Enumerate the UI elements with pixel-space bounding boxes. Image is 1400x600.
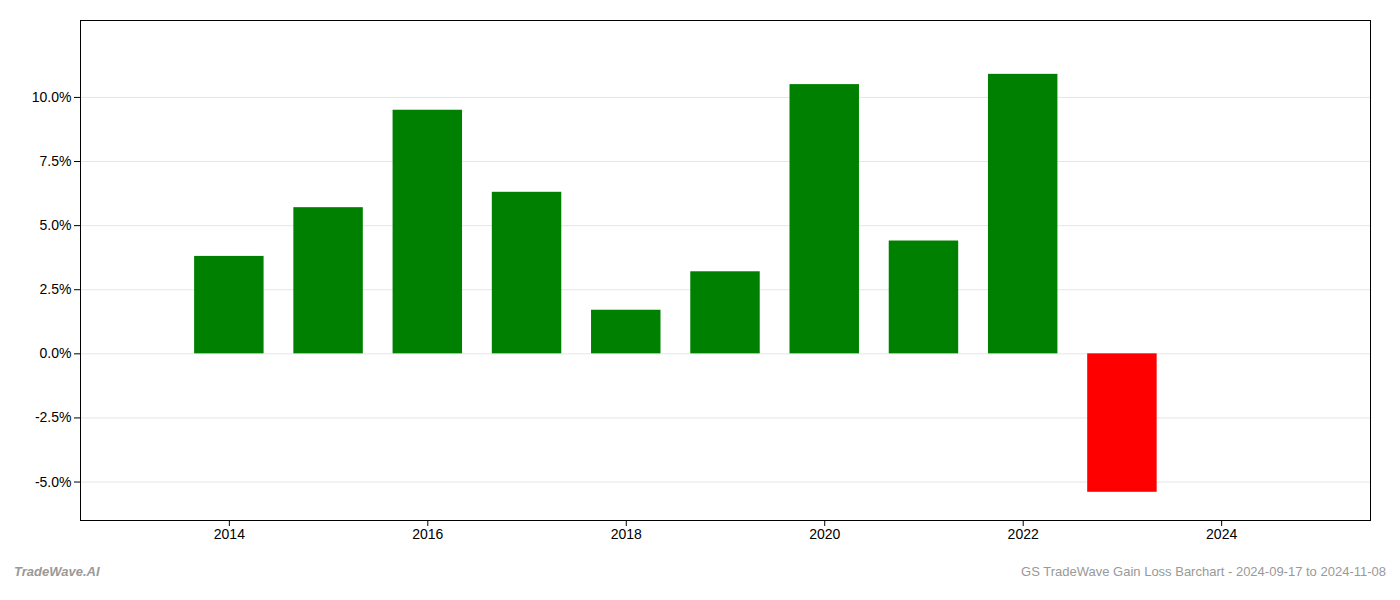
html-text:GS TradeWave Gain Loss Barchar: GS TradeWave Gain Loss Barchart - 2024-0… xyxy=(1021,564,1386,579)
svg-text:-2.5%: -2.5% xyxy=(35,409,72,425)
svg-text:-5.0%: -5.0% xyxy=(35,474,72,490)
svg-text:7.5%: 7.5% xyxy=(40,153,72,169)
svg-text:5.0%: 5.0% xyxy=(40,217,72,233)
svg-text:2014: 2014 xyxy=(214,526,245,542)
svg-text:0.0%: 0.0% xyxy=(40,345,72,361)
svg-text:10.0%: 10.0% xyxy=(32,89,72,105)
svg-text:2024: 2024 xyxy=(1206,526,1237,542)
svg-text:2016: 2016 xyxy=(412,526,443,542)
svg-text:2.5%: 2.5% xyxy=(40,281,72,297)
svg-text:2022: 2022 xyxy=(1008,526,1039,542)
html-text:TradeWave.AI: TradeWave.AI xyxy=(14,564,100,579)
svg-text:2020: 2020 xyxy=(809,526,840,542)
svg-text:2018: 2018 xyxy=(611,526,642,542)
